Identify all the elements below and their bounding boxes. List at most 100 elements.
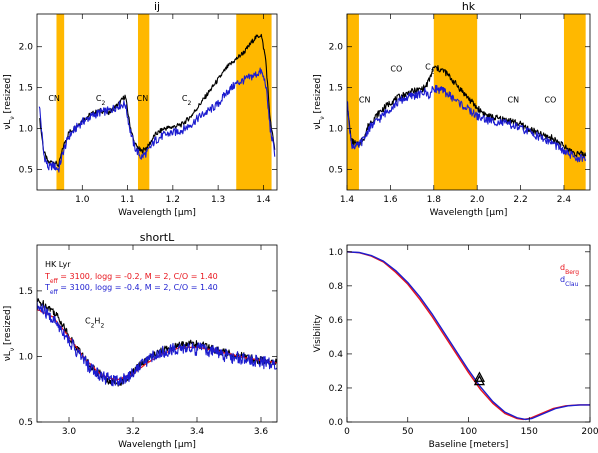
band-0 — [347, 14, 359, 190]
y-axis-label: νLν [resized] — [313, 74, 326, 130]
y-tick-label: 0.8 — [329, 282, 344, 292]
subscript: 2 — [91, 322, 95, 329]
y-tick-label: 1.5 — [19, 84, 33, 94]
text-segment: = 3100, logg = -0.2, M = 2, C/O = 1.40 — [58, 272, 218, 281]
series-group — [38, 33, 276, 173]
subscript: eff — [50, 289, 59, 296]
x-tick-label: 1.8 — [427, 195, 442, 205]
band-2 — [563, 14, 586, 190]
band-2 — [236, 14, 272, 190]
x-tick-label: 1.4 — [256, 195, 271, 205]
subscript: 2 — [101, 99, 105, 106]
y-tick-label: 0.0 — [329, 418, 344, 428]
series-line-1 — [38, 67, 276, 173]
annotation-4: CO — [544, 95, 556, 104]
x-tick-label: 2.4 — [557, 195, 572, 205]
text-segment: H — [94, 317, 100, 326]
subscript: ν — [9, 116, 16, 120]
chart-title: shortL — [140, 231, 175, 244]
x-axis-label: Baseline [meters] — [429, 440, 509, 450]
y-tick-label: 2.0 — [19, 43, 34, 53]
y-tick-label: 0.5 — [19, 418, 33, 428]
plot-frame — [36, 244, 278, 423]
x-tick-label: 3.4 — [190, 427, 205, 437]
text-segment: νL — [3, 120, 13, 130]
panel-hk: 1.4 1.6 1.8 2.0 2.2 2.4 0.5 1.0 1.5 2.0 hk Waveleng… — [313, 0, 591, 218]
series-line-0 — [347, 251, 590, 421]
legend-entry-0: dBerg — [560, 263, 579, 276]
series-line-0 — [347, 65, 587, 158]
series-group — [347, 251, 590, 421]
y-tick-label: 0.5 — [329, 166, 343, 176]
y-tick-label: 1.0 — [19, 125, 34, 135]
x-tick-label: 2.2 — [513, 195, 527, 205]
annotation-1: CO — [390, 64, 402, 73]
legend-entry-1: dClau — [560, 275, 579, 288]
y-tick-label: 1.0 — [329, 125, 344, 135]
x-tick-label: 150 — [521, 427, 538, 437]
subscript: eff — [50, 278, 59, 285]
plot-frame — [346, 244, 591, 423]
y-tick-label: 0.4 — [329, 350, 344, 360]
y-axis-label: νLν [resized] — [3, 74, 16, 130]
x-tick-label: 2.0 — [470, 195, 485, 205]
annotation-0: CN — [48, 94, 60, 103]
annotation-2: CN — [137, 94, 149, 103]
chart-title: hk — [462, 0, 476, 13]
data-point-1 — [473, 374, 486, 386]
plot-frame — [346, 13, 591, 191]
subscript: 2 — [431, 68, 435, 75]
series-line-2 — [37, 300, 277, 387]
legend-star-name: HK Lyr — [45, 260, 71, 269]
x-tick-label: 50 — [402, 427, 414, 437]
x-axis-label: Wavelength [μm] — [430, 208, 508, 218]
x-tick-label: 3.0 — [62, 427, 77, 437]
x-tick-label: 0 — [344, 427, 350, 437]
x-tick-label: 100 — [460, 427, 477, 437]
subscript: Berg — [565, 269, 579, 276]
y-axis-label: Visibility — [313, 314, 323, 352]
y-tick-label: 1.0 — [19, 352, 34, 362]
x-axis-label: Wavelength [μm] — [118, 208, 196, 218]
subscript: Clau — [565, 281, 579, 288]
x-tick-label: 1.0 — [75, 195, 90, 205]
y-axis-label: νLν [resized] — [3, 306, 16, 362]
x-tick-label: 1.1 — [120, 195, 134, 205]
series-group — [347, 65, 587, 163]
panel-ij: 1.0 1.1 1.2 1.3 1.4 0.5 1.0 1.5 2.0 ij Wavelength … — [3, 0, 278, 218]
chart-title: ij — [154, 0, 160, 13]
text-segment: [resized] — [313, 74, 323, 116]
band-1 — [137, 14, 150, 190]
x-tick-label: 200 — [581, 427, 598, 437]
y-tick-label: 2.0 — [329, 43, 344, 53]
annotation-2: C2 — [425, 63, 435, 76]
x-tick-label: 1.6 — [383, 195, 398, 205]
y-tick-label: 0.5 — [19, 166, 33, 176]
annotation-1: C2 — [96, 94, 106, 107]
y-tick-label: 1.5 — [19, 287, 33, 297]
annotation-3: C2 — [182, 94, 192, 107]
x-axis-label: Wavelength [μm] — [118, 440, 196, 450]
subscript: ν — [9, 347, 16, 351]
text-segment: νL — [3, 351, 13, 361]
annotation-0: CN — [359, 95, 371, 104]
subscript: 2 — [100, 322, 104, 329]
plot-frame — [36, 13, 278, 191]
y-tick-label: 0.6 — [329, 316, 344, 326]
text-segment: νL — [313, 120, 323, 130]
subscript: 2 — [187, 99, 191, 106]
text-segment: = 3100, logg = -0.4, M = 2, C/O = 1.40 — [58, 283, 218, 292]
y-tick-label: 1.0 — [329, 248, 344, 258]
series-line-1 — [37, 308, 277, 382]
subscript: ν — [319, 116, 326, 120]
panel-shortL: 3.0 3.2 3.4 3.6 0.5 1.0 1.5 shortL Wavelength [μ… — [3, 231, 278, 450]
text-segment: [resized] — [3, 306, 13, 348]
y-tick-label: 1.5 — [329, 84, 343, 94]
x-tick-label: 1.2 — [166, 195, 180, 205]
legend-entry-1: Teff = 3100, logg = -0.4, M = 2, C/O = 1… — [44, 283, 218, 296]
x-tick-label: 3.2 — [126, 427, 140, 437]
series-line-1 — [347, 84, 587, 163]
